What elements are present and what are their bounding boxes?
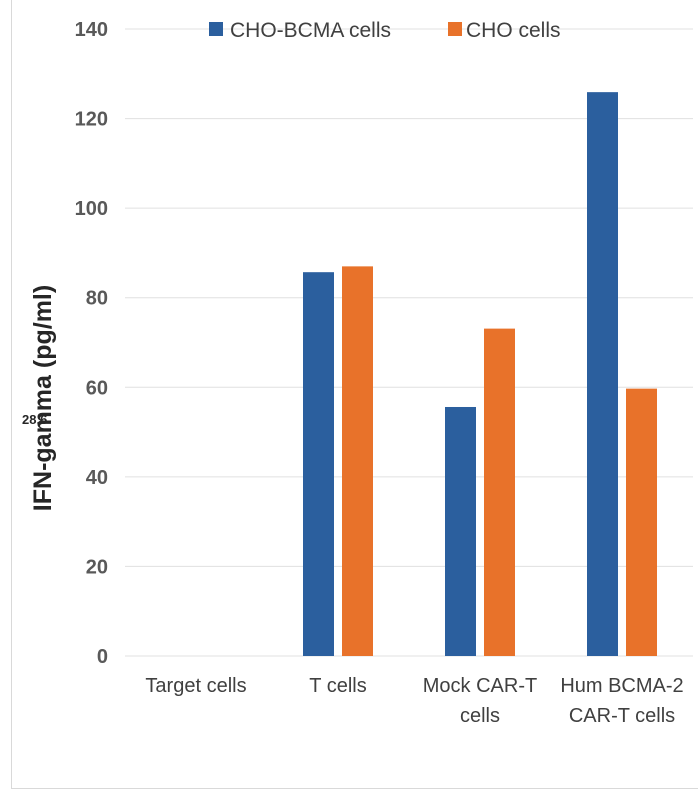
bar-cho-bcma-1	[303, 272, 334, 656]
y-tick-label: 0	[97, 646, 108, 668]
y-tick-label: 60	[86, 377, 108, 399]
legend-label-cho: CHO cells	[466, 19, 561, 42]
legend: CHO-BCMA cells CHO cells	[209, 19, 561, 42]
bar-cho-3	[626, 388, 657, 656]
y-tick-label: 40	[86, 467, 108, 489]
y-tick-label: 140	[75, 19, 108, 41]
bars	[303, 92, 657, 657]
y-axis-label: IFN-gamma (pg/ml)	[29, 285, 57, 511]
x-category-label: T cells	[309, 675, 366, 697]
y-tick-label: 80	[86, 288, 108, 310]
legend-swatch-cho	[448, 22, 462, 36]
bar-cho-bcma-3	[587, 92, 618, 657]
chart-frame	[11, 0, 698, 789]
y-tick-label: 120	[75, 109, 108, 131]
legend-label-cho-bcma: CHO-BCMA cells	[230, 19, 391, 42]
x-axis-categories: Target cells T cells Mock CAR-T cells Hum BC…	[145, 675, 683, 727]
bar-cho-2	[484, 328, 515, 656]
bar-cho-1	[342, 266, 373, 656]
y-tick-label: 100	[75, 198, 108, 220]
legend-swatch-cho-bcma	[209, 22, 223, 36]
y-axis-ticks: 0 20 40 60 80 100 120 140	[75, 19, 108, 668]
y-tick-label: 20	[86, 556, 108, 578]
annotation-value: 28.6	[22, 412, 47, 427]
x-category-label: Hum BCMA-2 CAR-T cells	[560, 675, 683, 727]
x-category-label: Target cells	[145, 675, 246, 697]
x-category-label: Mock CAR-T cells	[423, 675, 537, 727]
bar-cho-bcma-2	[445, 406, 476, 656]
